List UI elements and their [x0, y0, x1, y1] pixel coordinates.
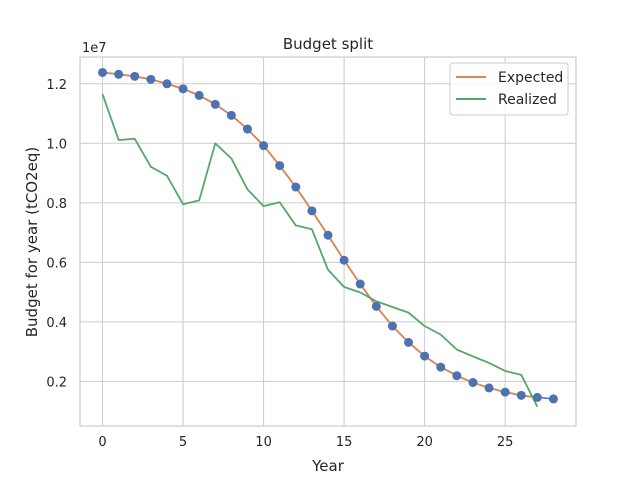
data-point	[468, 378, 478, 388]
data-point	[162, 79, 172, 89]
data-point	[323, 230, 333, 240]
data-point	[146, 74, 156, 84]
x-tick-label: 0	[98, 435, 106, 450]
data-point	[484, 383, 494, 393]
plot-frame	[79, 56, 577, 427]
data-points	[98, 67, 558, 404]
data-point	[452, 371, 462, 381]
data-point	[242, 124, 252, 134]
data-point	[130, 71, 140, 81]
data-point	[259, 141, 269, 151]
data-point	[371, 301, 381, 311]
y-offset-label: 1e7	[82, 41, 107, 56]
data-point	[339, 255, 349, 265]
data-point	[98, 67, 108, 77]
data-point	[114, 69, 124, 79]
data-point	[291, 182, 301, 192]
data-point	[404, 337, 414, 347]
y-axis-label: Budget for year (tCO2eq)	[23, 147, 41, 338]
data-point	[500, 387, 510, 397]
data-point	[420, 351, 430, 361]
chart-title: Budget split	[283, 35, 373, 53]
data-point	[226, 110, 236, 120]
x-tick-label: 25	[497, 435, 514, 450]
data-point	[387, 321, 397, 331]
y-tick-label: 0.4	[46, 316, 67, 331]
x-tick-label: 10	[255, 435, 272, 450]
series-line-realized	[101, 93, 539, 408]
data-point	[307, 206, 317, 216]
legend: Expected Realized	[449, 62, 569, 116]
series-line-expected	[102, 71, 538, 399]
x-tick-labels: 0 5 10 15 20 25	[98, 435, 513, 450]
y-tick-label: 0.2	[46, 375, 67, 390]
x-tick-label: 20	[416, 435, 433, 450]
y-tick-labels: 0.2 0.4 0.6 0.8 1.0 1.2	[46, 78, 67, 391]
data-point	[178, 84, 188, 94]
data-point	[275, 161, 285, 171]
y-tick-label: 1.2	[46, 78, 67, 93]
legend-label-realized: Realized	[498, 92, 557, 108]
data-point	[516, 390, 526, 400]
y-tick-label: 0.8	[46, 197, 67, 212]
y-tick-label: 0.6	[46, 256, 67, 271]
x-axis-label: Year	[311, 457, 345, 475]
x-tick-label: 5	[179, 435, 187, 450]
y-tick-label: 1.0	[46, 137, 67, 152]
legend-label-expected: Expected	[498, 70, 563, 86]
data-point	[548, 394, 558, 404]
data-point	[532, 392, 542, 402]
data-point	[436, 362, 446, 372]
data-point	[194, 90, 204, 100]
data-point	[355, 279, 365, 289]
x-tick-label: 15	[336, 435, 353, 450]
data-point	[210, 99, 220, 109]
